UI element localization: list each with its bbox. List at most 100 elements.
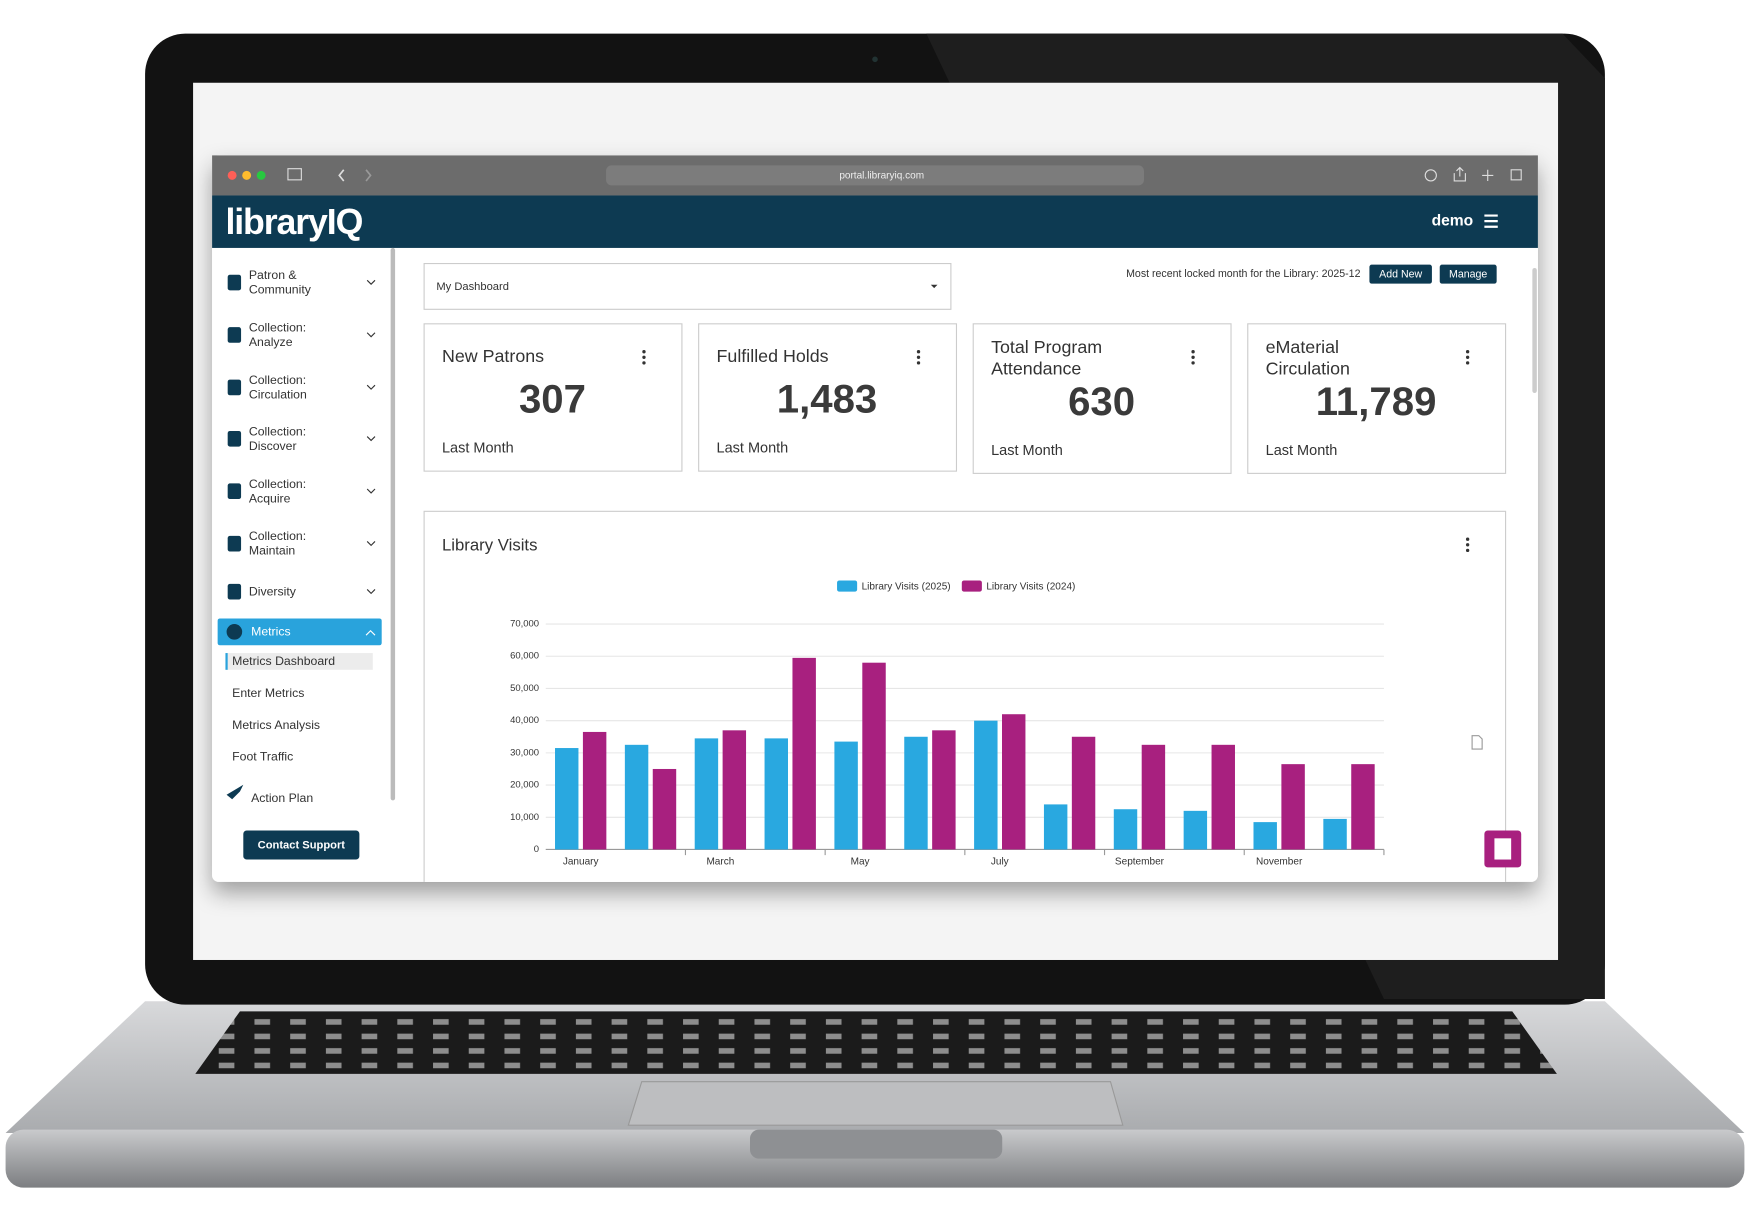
kebab-dot[interactable] bbox=[1191, 350, 1195, 354]
kebab-dot[interactable] bbox=[916, 350, 921, 354]
close[interactable] bbox=[227, 170, 237, 180]
select-caret bbox=[930, 284, 938, 289]
x-tick-label: May bbox=[851, 856, 870, 867]
nav-item[interactable]: Discover bbox=[249, 439, 297, 453]
minimize[interactable] bbox=[242, 170, 252, 180]
kpi-value: 630 bbox=[1068, 379, 1135, 424]
chart-title: Library Visits bbox=[442, 535, 537, 554]
subnav-active-bg bbox=[225, 653, 373, 670]
subnav-item[interactable]: Enter Metrics bbox=[232, 686, 304, 700]
kebab-dot[interactable] bbox=[1465, 361, 1470, 365]
chevron bbox=[366, 332, 376, 338]
bar bbox=[792, 657, 816, 850]
y-tick-label: 0 bbox=[534, 844, 539, 855]
bar bbox=[862, 662, 886, 850]
nav-item[interactable]: Collection: bbox=[249, 529, 306, 543]
page-scrollbar[interactable] bbox=[1532, 268, 1537, 394]
maximize[interactable] bbox=[256, 170, 266, 180]
nav-item[interactable]: Collection: bbox=[249, 321, 306, 335]
nav-icon bbox=[227, 327, 242, 343]
manage-button[interactable] bbox=[1439, 264, 1497, 284]
x-tick-label: March bbox=[706, 856, 734, 867]
kebab-dot[interactable] bbox=[642, 350, 646, 354]
legend-label[interactable]: Library Visits (2024) bbox=[986, 581, 1075, 592]
nav-item[interactable]: Collection: bbox=[249, 424, 306, 438]
kpi-title: Total Program bbox=[991, 337, 1102, 357]
back[interactable] bbox=[338, 169, 345, 182]
dashboard-select[interactable] bbox=[423, 262, 952, 310]
nav-item[interactable]: Patron & bbox=[249, 268, 297, 282]
user-name[interactable]: demo bbox=[1432, 212, 1474, 229]
bar bbox=[764, 738, 788, 850]
active-nav-bg bbox=[217, 618, 382, 646]
support-label: Contact Support bbox=[258, 840, 346, 852]
kebab-dot[interactable] bbox=[642, 361, 646, 365]
kpi-title: Circulation bbox=[1266, 358, 1350, 378]
logo[interactable]: libraryIQ bbox=[225, 202, 363, 242]
new-tab[interactable] bbox=[1482, 169, 1494, 181]
nav-item[interactable]: Collection: bbox=[249, 477, 306, 491]
kpi-title: eMaterial bbox=[1266, 337, 1339, 357]
manage-label: Manage bbox=[1449, 269, 1487, 281]
subnav-item[interactable]: Metrics Dashboard bbox=[232, 654, 335, 668]
y-tick-label: 60,000 bbox=[510, 651, 539, 662]
url: portal.libraryiq.com bbox=[839, 171, 924, 182]
kebab-dot[interactable] bbox=[916, 355, 921, 359]
nav-icon bbox=[227, 430, 242, 447]
notch bbox=[750, 1129, 1003, 1159]
url-bar[interactable] bbox=[606, 165, 1144, 186]
nav-item[interactable]: Community bbox=[249, 283, 312, 297]
kpi-title: Attendance bbox=[991, 358, 1081, 378]
sidebar-toggle[interactable] bbox=[287, 168, 302, 181]
support-button[interactable] bbox=[243, 830, 360, 860]
legend-label[interactable]: Library Visits (2025) bbox=[862, 581, 951, 592]
nav-active[interactable]: Metrics bbox=[251, 625, 291, 639]
bar bbox=[974, 720, 998, 850]
forward[interactable] bbox=[365, 169, 372, 182]
kebab-dot[interactable] bbox=[642, 355, 646, 359]
nav-item[interactable]: Acquire bbox=[249, 491, 291, 505]
nav-icon bbox=[226, 624, 243, 640]
trackpad bbox=[627, 1081, 1124, 1126]
export-icon[interactable] bbox=[1471, 735, 1483, 750]
bar bbox=[904, 736, 928, 850]
menu-icon[interactable] bbox=[1484, 214, 1498, 228]
kpi-card bbox=[972, 323, 1232, 474]
bar bbox=[582, 731, 607, 850]
nav-item[interactable]: Diversity bbox=[249, 584, 297, 598]
kebab-dot[interactable] bbox=[1191, 361, 1195, 365]
bar bbox=[555, 748, 579, 850]
tabs[interactable] bbox=[1510, 169, 1522, 181]
kebab-dot[interactable] bbox=[1465, 355, 1470, 359]
subnav-item[interactable]: Metrics Analysis bbox=[232, 718, 320, 732]
chevron bbox=[365, 629, 376, 636]
kebab-dot[interactable] bbox=[1191, 355, 1195, 359]
locked-note: Most recent locked month for the Library… bbox=[1126, 268, 1360, 280]
kebab-dot[interactable] bbox=[1465, 350, 1470, 354]
bar bbox=[1323, 818, 1347, 850]
app-header bbox=[212, 195, 1538, 248]
add-button[interactable] bbox=[1369, 264, 1432, 284]
subnav-item[interactable]: Foot Traffic bbox=[232, 750, 293, 764]
download[interactable] bbox=[1424, 169, 1437, 182]
bar bbox=[1351, 764, 1375, 850]
bar bbox=[694, 738, 719, 850]
nav-item[interactable]: Analyze bbox=[249, 335, 293, 349]
share[interactable] bbox=[1453, 166, 1466, 182]
sidebar-scrollbar[interactable] bbox=[390, 247, 396, 801]
legend-swatch[interactable] bbox=[837, 580, 858, 592]
kebab-dot[interactable] bbox=[916, 361, 921, 365]
nav-item[interactable]: Maintain bbox=[249, 544, 296, 558]
x-tick-label: November bbox=[1256, 856, 1303, 867]
y-tick-label: 70,000 bbox=[510, 619, 539, 630]
y-tick-label: 40,000 bbox=[510, 715, 539, 726]
kebab[interactable] bbox=[1465, 537, 1470, 553]
nav-icon bbox=[227, 535, 242, 552]
bar bbox=[1141, 744, 1166, 850]
legend-swatch[interactable] bbox=[961, 580, 982, 592]
nav-item[interactable]: Collection: bbox=[249, 373, 306, 387]
nav-item[interactable]: Circulation bbox=[249, 387, 307, 401]
nav-item[interactable]: Action Plan bbox=[251, 791, 313, 805]
kpi-title: Fulfilled Holds bbox=[717, 346, 829, 366]
